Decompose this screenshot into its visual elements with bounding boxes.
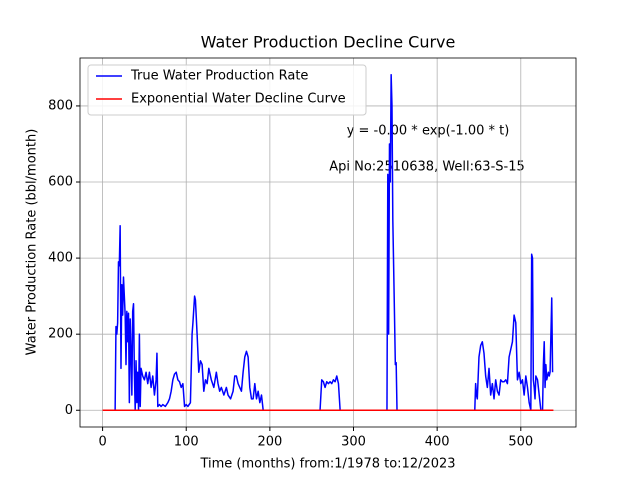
y-tick-label: 800 — [48, 98, 73, 113]
plot-frame — [79, 57, 577, 428]
y-tick-label: 0 — [65, 403, 73, 418]
y-tick-label: 200 — [48, 327, 73, 342]
x-axis-label: Time (months) from:1/1978 to:12/2023 — [199, 457, 455, 472]
x-tick-label: 500 — [508, 435, 533, 450]
x-tick-label: 300 — [341, 435, 366, 450]
x-tick-label: 100 — [174, 435, 199, 450]
y-tick-label: 400 — [48, 251, 73, 266]
x-tick-label: 400 — [425, 435, 450, 450]
legend-label: True Water Production Rate — [130, 69, 308, 84]
annotation: Api No:2510638, Well:63-S-15 — [329, 160, 525, 175]
chart-title: Water Production Decline Curve — [201, 33, 456, 52]
legend-box — [87, 64, 367, 116]
x-tick-label: 200 — [257, 435, 282, 450]
annotation: y = -0.00 * exp(-1.00 * t) — [347, 124, 510, 139]
data-line — [113, 73, 554, 412]
x-tick-label: 0 — [98, 435, 106, 450]
y-axis-label: Water Production Rate (bbl/month) — [25, 129, 40, 356]
legend-label: Exponential Water Decline Curve — [131, 92, 346, 107]
y-tick-label: 600 — [48, 175, 73, 190]
